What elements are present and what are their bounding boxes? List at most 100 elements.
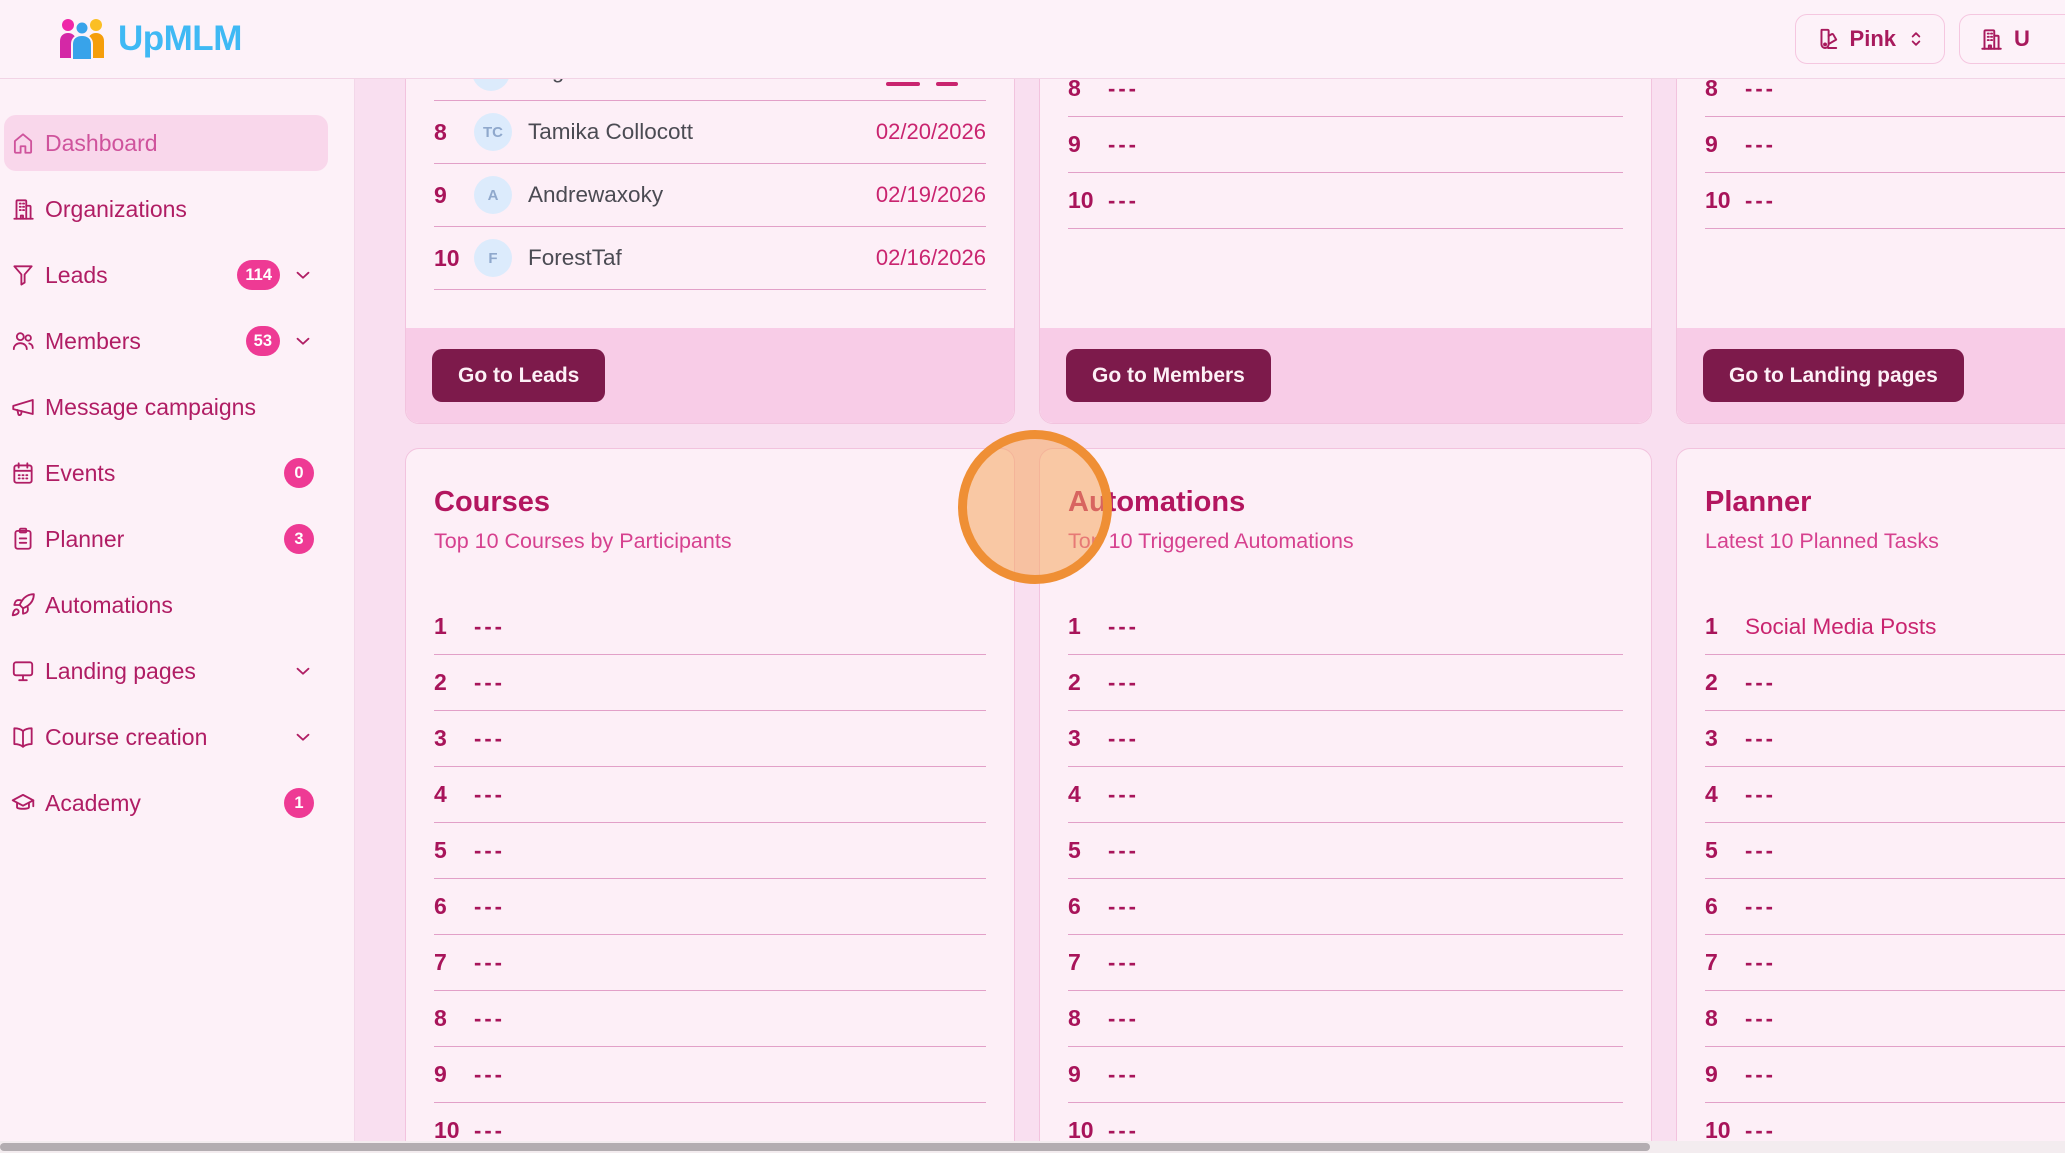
sidebar-item[interactable]: Organizations (4, 181, 328, 237)
sidebar-item[interactable]: Dashboard (4, 115, 328, 171)
list-row: 9 --- (1705, 117, 2065, 173)
list-row: 2 --- (434, 655, 986, 711)
list-row: 2 --- (1705, 655, 2065, 711)
go-to-members-button[interactable]: Go to Members (1066, 349, 1271, 402)
scrollbar-thumb[interactable] (0, 1143, 1650, 1151)
sidebar-item[interactable]: Events 0 (4, 445, 328, 501)
leads-row: 9 A Andrewaxoky 02/19/2026 (434, 164, 986, 227)
row-number: 8 (434, 1005, 447, 1031)
row-value: --- (474, 949, 505, 975)
list-row: 1 --- (1068, 599, 1623, 655)
courses-list: 1 --- 2 --- 3 --- 4 --- 5 --- 6 --- (406, 599, 1014, 1153)
sidebar-item-icon (10, 262, 36, 288)
list-row: 6 --- (434, 879, 986, 935)
count-badge: 3 (284, 524, 314, 554)
row-value: --- (474, 1005, 505, 1031)
main-content: g 8 TC Tamika Collocott 02/20/2026 9 A A… (356, 78, 2065, 1153)
row-value: --- (1108, 781, 1139, 807)
row-value: --- (1745, 669, 1776, 695)
sidebar-item-label: Message campaigns (45, 393, 256, 420)
row-number: 10 (1705, 1117, 1731, 1143)
list-row: 9 --- (1705, 1047, 2065, 1103)
list-row: 5 --- (1068, 823, 1623, 879)
sidebar-item[interactable]: Planner 3 (4, 511, 328, 567)
row-number: 7 (434, 949, 447, 975)
sidebar-item-icon (10, 460, 36, 486)
avatar: TC (474, 113, 512, 151)
row-number: 9 (434, 1061, 447, 1087)
organization-selector[interactable]: U (1959, 14, 2065, 64)
row-number: 4 (434, 781, 447, 807)
go-to-leads-button[interactable]: Go to Leads (432, 349, 606, 402)
planner-list: 1 Social Media Posts 2 --- 3 --- 4 --- 5… (1677, 599, 2065, 1153)
row-number: 6 (1705, 893, 1718, 919)
row-value: --- (1745, 949, 1776, 975)
chevron-down-icon (296, 733, 310, 741)
card-subtitle: Latest 10 Planned Tasks (1705, 529, 1939, 553)
avatar (472, 78, 510, 91)
list-row: 6 --- (1705, 879, 2065, 935)
row-value: --- (1745, 1061, 1776, 1087)
count-badge: 53 (245, 326, 280, 356)
header: UpMLM Pink U (0, 0, 2065, 79)
row-number: 1 (1068, 613, 1081, 639)
members-card: 8 --- 9 --- 10 --- Go to Members (1039, 78, 1652, 424)
row-number: 9 (1068, 131, 1081, 157)
chevrons-up-down-icon (1911, 32, 1921, 46)
logo-text: UpMLM (118, 19, 242, 58)
theme-selector[interactable]: Pink (1794, 14, 1945, 64)
row-number: 8 (1705, 1005, 1718, 1031)
landing-pages-card: 8 --- 9 --- 10 --- Go to Landing pages (1676, 78, 2065, 424)
count-badge: 1 (284, 788, 314, 818)
go-to-landing-pages-button[interactable]: Go to Landing pages (1703, 349, 1964, 402)
sidebar-item-label: Automations (45, 591, 173, 618)
row-number: 2 (434, 669, 447, 695)
landing-pages-card-footer: Go to Landing pages (1677, 328, 2065, 423)
row-number: 2 (1705, 669, 1718, 695)
row-number: 9 (434, 181, 447, 208)
horizontal-scrollbar[interactable] (0, 1141, 2065, 1153)
planner-card-header: Planner Latest 10 Planned Tasks (1677, 449, 2065, 555)
list-row: 5 --- (434, 823, 986, 879)
list-row: 8 --- (1068, 991, 1623, 1047)
leads-partial-text: g (552, 78, 564, 87)
list-row: 10 --- (1705, 1103, 2065, 1153)
row-number: 7 (1068, 949, 1081, 975)
courses-card-header: Courses Top 10 Courses by Participants (406, 449, 1014, 555)
sidebar-item[interactable]: Course creation (4, 709, 328, 765)
date-fragment (936, 82, 958, 86)
row-number: 5 (1068, 837, 1081, 863)
avatar: A (474, 176, 512, 214)
row-number: 5 (1705, 837, 1718, 863)
list-row: 8 --- (1068, 78, 1623, 117)
lead-date: 02/19/2026 (875, 182, 986, 207)
sidebar-item[interactable]: Members 53 (4, 313, 328, 369)
row-number: 3 (1705, 725, 1718, 751)
sidebar-item[interactable]: Message campaigns (4, 379, 328, 435)
row-number: 4 (1068, 781, 1081, 807)
sidebar-item[interactable]: Landing pages (4, 643, 328, 699)
sidebar-item-label: Leads (45, 261, 108, 288)
leads-row-partial: g (434, 78, 986, 101)
row-value: --- (474, 781, 505, 807)
sidebar-item[interactable]: Automations (4, 577, 328, 633)
sidebar-item-label: Organizations (45, 195, 187, 222)
lead-date: 02/16/2026 (875, 245, 986, 270)
sidebar-item[interactable]: Academy 1 (4, 775, 328, 831)
row-value: --- (1745, 781, 1776, 807)
logo: UpMLM (56, 16, 242, 62)
sidebar-item[interactable]: Leads 114 (4, 247, 328, 303)
automations-card: Automations Top 10 Triggered Automations… (1039, 448, 1652, 1153)
row-number: 9 (1705, 131, 1718, 157)
chevron-down-icon (296, 667, 310, 675)
list-row: 10 --- (434, 1103, 986, 1153)
sidebar-item-icon (10, 790, 36, 816)
card-title: Automations (1068, 486, 1246, 518)
row-value: --- (474, 725, 505, 751)
row-number: 10 (434, 244, 460, 271)
row-value: --- (1745, 893, 1776, 919)
list-row: 10 --- (1068, 173, 1623, 229)
row-value: --- (474, 669, 505, 695)
row-value: --- (1108, 131, 1139, 157)
sidebar-item-icon (10, 328, 36, 354)
